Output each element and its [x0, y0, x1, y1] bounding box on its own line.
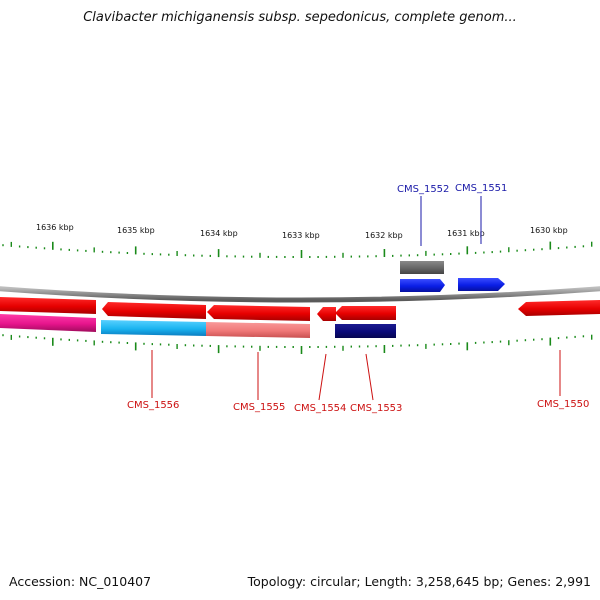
gene-label-cms-1553[interactable]: CMS_1553 — [350, 403, 402, 414]
gene-reverse-red-3[interactable] — [207, 305, 310, 321]
genome-backbone — [0, 286, 600, 303]
lower-scale-ticks — [2, 334, 593, 354]
gene-label-cms-1555[interactable]: CMS_1555 — [233, 402, 285, 413]
upper-scale-ticks — [2, 241, 593, 258]
gene-forward-blue-1[interactable] — [400, 279, 445, 292]
label-leader — [318, 353, 327, 401]
map-title: Clavibacter michiganensis subsp. sepedon… — [83, 10, 517, 25]
scale-label: 1633 kbp — [282, 231, 320, 240]
gene-reverse-magenta[interactable] — [0, 314, 96, 332]
gene-reverse-navy[interactable] — [335, 324, 396, 338]
scale-label: 1635 kbp — [117, 226, 155, 235]
gene-reverse-red-5[interactable] — [335, 306, 396, 320]
gene-label-cms-1552[interactable]: CMS_1552 — [397, 184, 449, 195]
gene-forward-blue-2[interactable] — [458, 278, 505, 291]
scale-label: 1632 kbp — [365, 231, 403, 240]
gene-label-cms-1550[interactable]: CMS_1550 — [537, 399, 589, 410]
gene-reverse-red-6[interactable] — [518, 300, 600, 316]
accession-text: Accession: NC_010407 — [9, 574, 152, 589]
gene-label-cms-1556[interactable]: CMS_1556 — [127, 400, 179, 411]
gene-reverse-cyan[interactable] — [101, 320, 206, 336]
gene-label-cms-1551[interactable]: CMS_1551 — [455, 183, 507, 194]
gene-reverse-red-1[interactable] — [0, 297, 96, 314]
label-leader — [365, 353, 374, 401]
scale-label: 1636 kbp — [36, 223, 74, 232]
scale-label: 1631 kbp — [447, 229, 485, 238]
scale-label: 1630 kbp — [530, 226, 568, 235]
scale-label: 1634 kbp — [200, 229, 238, 238]
gene-forward-gray[interactable] — [400, 261, 444, 274]
scale-labels: 1636 kbp 1635 kbp 1634 kbp 1633 kbp 1632… — [36, 223, 568, 240]
gene-reverse-salmon[interactable] — [206, 322, 310, 338]
gene-reverse-red-2[interactable] — [102, 302, 206, 319]
gene-reverse-red-4[interactable] — [317, 307, 336, 321]
gene-label-cms-1554[interactable]: CMS_1554 — [294, 403, 346, 414]
genome-summary-text: Topology: circular; Length: 3,258,645 bp… — [247, 574, 591, 589]
